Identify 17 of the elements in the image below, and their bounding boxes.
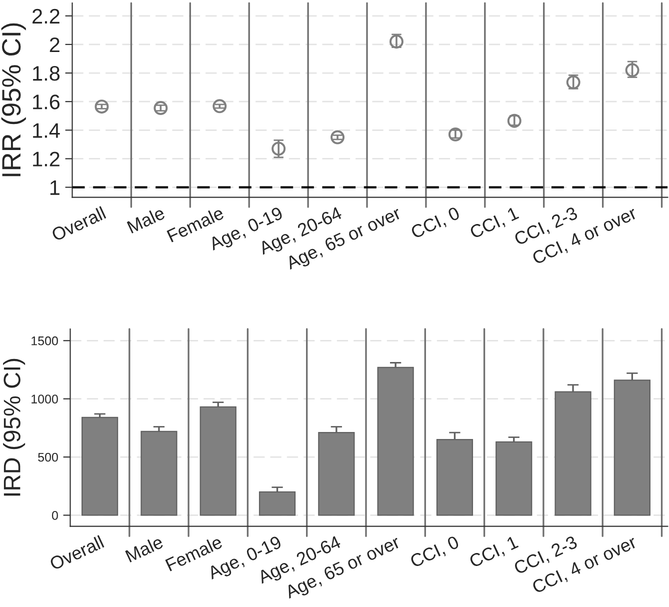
y-tick-label: 1.8 [33,66,60,81]
y-tick-label: 1.4 [33,123,60,138]
y-tick-label: 500 [38,452,58,462]
x-tick-label: CCI, 0 [410,206,462,241]
y-tick-label: 1500 [32,336,58,346]
y-tick-label: 0 [52,511,58,520]
y-tick-label: 1.6 [33,94,60,110]
x-tick-label: CCI, 0 [409,535,461,570]
y-tick-label: 1 [50,180,60,195]
y-tick-label: 2.2 [32,8,60,24]
y-tick-label: 1000 [32,394,58,404]
x-tick-label: Male [124,534,164,563]
y-axis-title: IRD (95% CI) [3,358,26,496]
y-tick-label: 1.2 [33,152,60,166]
y-tick-label: 2 [50,37,60,52]
x-tick-label: Male [126,206,166,234]
y-axis-title: IRR (95% CI) [1,23,26,176]
